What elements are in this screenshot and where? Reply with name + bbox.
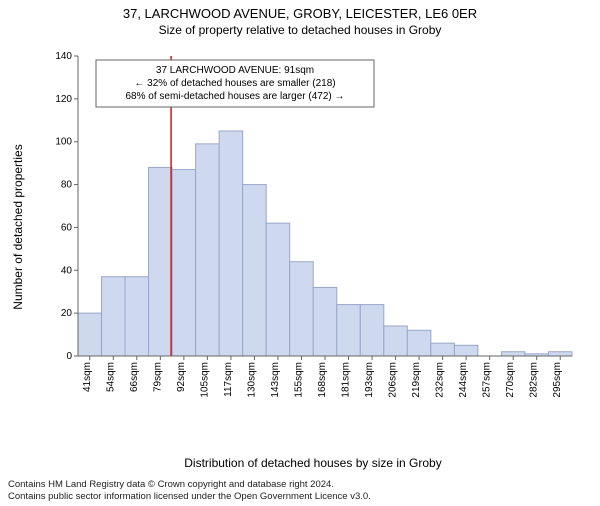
histogram-bar [149, 167, 173, 356]
svg-text:100: 100 [55, 137, 72, 148]
x-tick-label: 105sqm [199, 362, 210, 398]
histogram-bar [337, 305, 361, 356]
x-tick-label: 295sqm [552, 362, 563, 398]
chart-title-sub: Size of property relative to detached ho… [0, 23, 600, 37]
x-tick-label: 270sqm [505, 362, 516, 398]
histogram-bar [313, 287, 337, 356]
svg-text:140: 140 [55, 51, 72, 62]
histogram-bar [243, 185, 267, 356]
svg-text:40: 40 [61, 265, 73, 276]
chart-title-main: 37, LARCHWOOD AVENUE, GROBY, LEICESTER, … [0, 6, 600, 21]
x-tick-label: 232sqm [435, 362, 446, 398]
x-tick-label: 244sqm [458, 362, 469, 398]
x-tick-label: 54sqm [105, 362, 116, 392]
histogram-bar [360, 305, 384, 356]
histogram-bar [384, 326, 408, 356]
chart-svg: 0 20 40 60 80 100 120 140 41sqm 54sqm 66sqm 79sqm 92… [48, 50, 578, 410]
histogram-bar [548, 352, 572, 356]
histogram-bar [78, 313, 102, 356]
histogram-bar [454, 345, 478, 356]
histogram-bar [407, 330, 431, 356]
footer-attribution: Contains HM Land Registry data © Crown c… [8, 479, 371, 503]
x-tick-label: 143sqm [270, 362, 281, 398]
histogram-bar [290, 262, 314, 356]
x-tick-label: 168sqm [317, 362, 328, 398]
x-tick-label: 79sqm [152, 362, 163, 392]
histogram-bar [196, 144, 220, 356]
annotation-line: ← 32% of detached houses are smaller (21… [134, 78, 335, 89]
histogram-bar [266, 223, 290, 356]
x-tick-label: 282sqm [529, 362, 540, 398]
x-tick-label: 130sqm [246, 362, 257, 398]
x-tick-label: 219sqm [411, 362, 422, 398]
svg-text:120: 120 [55, 94, 72, 105]
svg-text:60: 60 [61, 222, 73, 233]
histogram-bar [219, 131, 243, 356]
x-tick-label: 92sqm [176, 362, 187, 392]
svg-text:20: 20 [61, 308, 73, 319]
histogram-bar [125, 277, 149, 356]
histogram-bar [102, 277, 126, 356]
annotation-line: 37 LARCHWOOD AVENUE: 91sqm [156, 65, 314, 76]
svg-text:80: 80 [61, 180, 73, 191]
histogram-bar [172, 170, 196, 356]
plot-area: 0 20 40 60 80 100 120 140 41sqm 54sqm 66sqm 79sqm 92… [48, 50, 578, 410]
x-tick-label: 193sqm [364, 362, 375, 398]
x-tick-label: 66sqm [129, 362, 140, 392]
y-axis-label: Number of detached properties [11, 47, 25, 407]
histogram-bar [501, 352, 525, 356]
x-tick-label: 117sqm [223, 362, 234, 397]
svg-text:0: 0 [66, 351, 72, 362]
x-tick-label: 206sqm [388, 362, 399, 398]
footer-line-1: Contains HM Land Registry data © Crown c… [8, 479, 371, 491]
histogram-bar [431, 343, 455, 356]
footer-line-2: Contains public sector information licen… [8, 491, 371, 503]
x-tick-label: 155sqm [293, 362, 304, 398]
x-tick-label: 257sqm [482, 362, 493, 398]
y-axis-label-wrap: Number of detached properties [0, 50, 18, 410]
x-tick-label: 181sqm [341, 362, 352, 398]
annotation-line: 68% of semi-detached houses are larger (… [125, 91, 344, 102]
x-tick-label: 41sqm [82, 362, 93, 392]
x-axis-label: Distribution of detached houses by size … [48, 456, 578, 470]
